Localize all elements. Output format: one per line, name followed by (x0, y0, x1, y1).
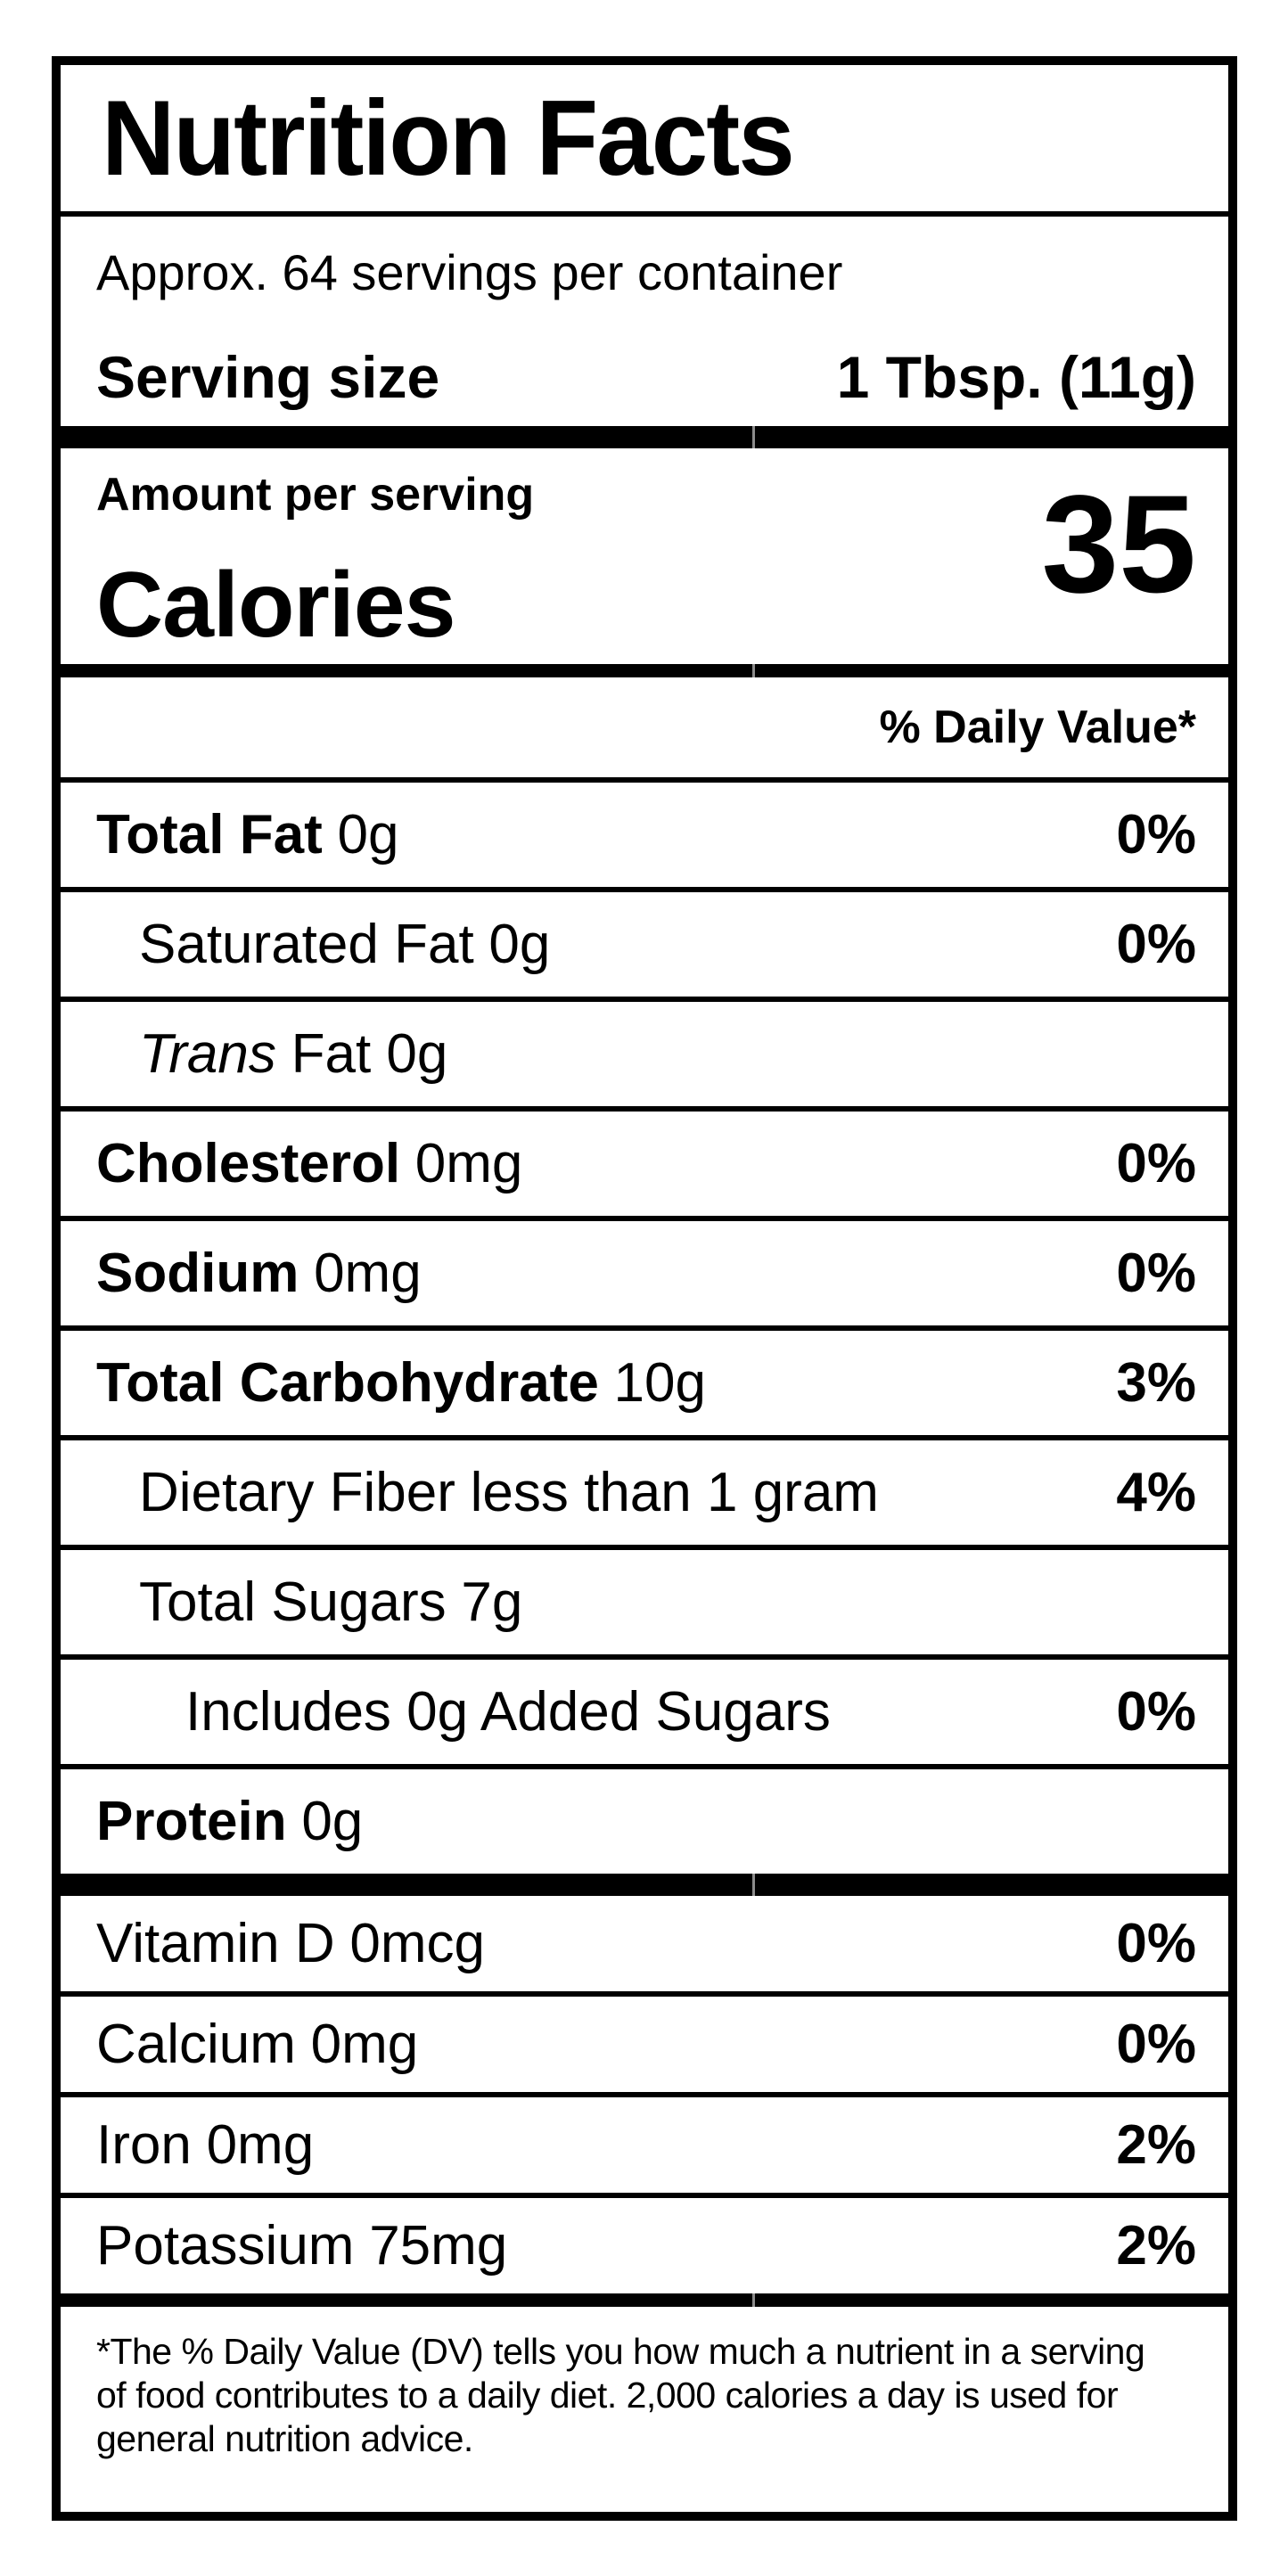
nutrient-percent: 0% (1116, 804, 1196, 866)
nutrient-amount: 0mg (310, 2014, 419, 2075)
row-vitamin-d: Vitamin D 0mcg 0% (61, 1896, 1228, 1991)
nutrient-name: Potassium (96, 2215, 355, 2277)
serving-size-label: Serving size (96, 344, 440, 410)
nutrient-name: Cholesterol (96, 1133, 401, 1194)
row-cholesterol: Cholesterol 0mg 0% (61, 1112, 1228, 1216)
calories-label: Calories (96, 554, 455, 657)
amount-per-serving-label: Amount per serving (96, 469, 535, 521)
nutrient-name: Calcium (96, 2014, 296, 2075)
nutrient-amount: Fat 0g (291, 1023, 448, 1085)
daily-value-header-row: % Daily Value* (61, 677, 1228, 777)
nutrient-percent: 0% (1116, 2014, 1196, 2075)
label-title-row: Nutrition Facts (61, 65, 1228, 211)
nutrient-percent: 3% (1116, 1352, 1196, 1414)
footnote-line: *The % Daily Value (DV) tells you how mu… (96, 2331, 1145, 2372)
nutrient-name: Protein (96, 1791, 287, 1852)
nutrient-name: Iron (96, 2114, 192, 2176)
row-added-sugars: Includes 0g Added Sugars 0% (61, 1660, 1228, 1764)
footnote-bar (61, 2293, 1228, 2307)
row-divider (61, 1545, 1228, 1550)
row-protein: Protein 0g (61, 1769, 1228, 1874)
nutrient-percent: 0% (1116, 1243, 1196, 1304)
nutrient-percent: 2% (1116, 2114, 1196, 2176)
thick-bar-top (61, 426, 1228, 448)
row-divider (61, 1325, 1228, 1331)
thick-bar-vitamins (61, 1874, 1228, 1896)
row-divider (61, 2092, 1228, 2097)
nutrient-percent: 2% (1116, 2215, 1196, 2277)
row-divider (61, 1435, 1228, 1440)
nutrient-percent: 0% (1116, 914, 1196, 975)
nutrient-amount: 0mg (314, 1243, 422, 1304)
nutrient-name: Total Carbohydrate (96, 1352, 599, 1414)
nutrient-name: Total Fat (96, 804, 323, 866)
nutrient-amount: 0mg (206, 2114, 315, 2176)
row-divider (61, 1991, 1228, 1997)
row-sodium: Sodium 0mg 0% (61, 1221, 1228, 1325)
footnote-line: of food contributes to a daily diet. 2,0… (96, 2375, 1119, 2416)
row-divider (61, 1654, 1228, 1660)
label-title: Nutrition Facts (102, 78, 795, 198)
row-total-carbohydrate: Total Carbohydrate 10g 3% (61, 1331, 1228, 1435)
nutrient-name: Sodium (96, 1243, 299, 1304)
serving-size-value: 1 Tbsp. (11g) (836, 344, 1196, 410)
nutrient-amount: 0g (301, 1791, 364, 1852)
nutrient-amount: less than 1 gram (470, 1462, 879, 1523)
nutrient-amount: 0g (337, 804, 399, 866)
nutrient-percent: 0% (1116, 1133, 1196, 1194)
calories-value: 35 (1041, 467, 1196, 622)
nutrition-facts-label: Nutrition Facts Approx. 64 servings per … (52, 56, 1237, 2521)
row-divider (61, 777, 1228, 783)
title-divider (61, 211, 1228, 217)
nutrient-amount: 7g (461, 1571, 523, 1633)
serving-size-row: Serving size 1 Tbsp. (11g) (61, 328, 1228, 426)
row-dietary-fiber: Dietary Fiber less than 1 gram 4% (61, 1440, 1228, 1545)
nutrient-name: Includes 0g Added Sugars (185, 1681, 831, 1743)
row-total-sugars: Total Sugars 7g (61, 1550, 1228, 1654)
calories-section: Amount per serving Calories 35 (61, 448, 1228, 664)
calories-bottom-bar (61, 664, 1228, 677)
servings-per-container: Approx. 64 servings per container (96, 244, 843, 300)
nutrient-amount: 75mg (369, 2215, 508, 2277)
nutrient-amount: 0mcg (349, 1913, 485, 1974)
footnote: *The % Daily Value (DV) tells you how mu… (61, 2307, 1228, 2512)
row-divider (61, 997, 1228, 1002)
nutrient-name: Dietary Fiber (139, 1462, 455, 1523)
footnote-line: general nutrition advice. (96, 2418, 473, 2459)
nutrient-percent: 0% (1116, 1681, 1196, 1743)
row-saturated-fat: Saturated Fat 0g 0% (61, 892, 1228, 997)
row-iron: Iron 0mg 2% (61, 2097, 1228, 2193)
nutrient-amount: 0g (488, 914, 551, 975)
row-potassium: Potassium 75mg 2% (61, 2198, 1228, 2293)
row-divider (61, 1216, 1228, 1221)
row-divider (61, 2193, 1228, 2198)
daily-value-header: % Daily Value* (879, 701, 1196, 753)
row-calcium: Calcium 0mg 0% (61, 1997, 1228, 2092)
row-divider (61, 887, 1228, 892)
nutrient-percent: 4% (1116, 1462, 1196, 1523)
nutrient-name: Total Sugars (139, 1571, 447, 1633)
nutrient-percent: 0% (1116, 1913, 1196, 1974)
row-trans-fat: Trans Fat 0g (61, 1002, 1228, 1106)
row-total-fat: Total Fat 0g 0% (61, 783, 1228, 887)
row-divider (61, 1106, 1228, 1112)
nutrient-amount: 0mg (414, 1133, 523, 1194)
row-divider (61, 1764, 1228, 1769)
nutrient-name: Vitamin D (96, 1913, 335, 1974)
nutrient-name: Saturated Fat (139, 914, 474, 975)
nutrient-name: Trans (139, 1023, 276, 1085)
nutrient-amount: 10g (613, 1352, 706, 1414)
